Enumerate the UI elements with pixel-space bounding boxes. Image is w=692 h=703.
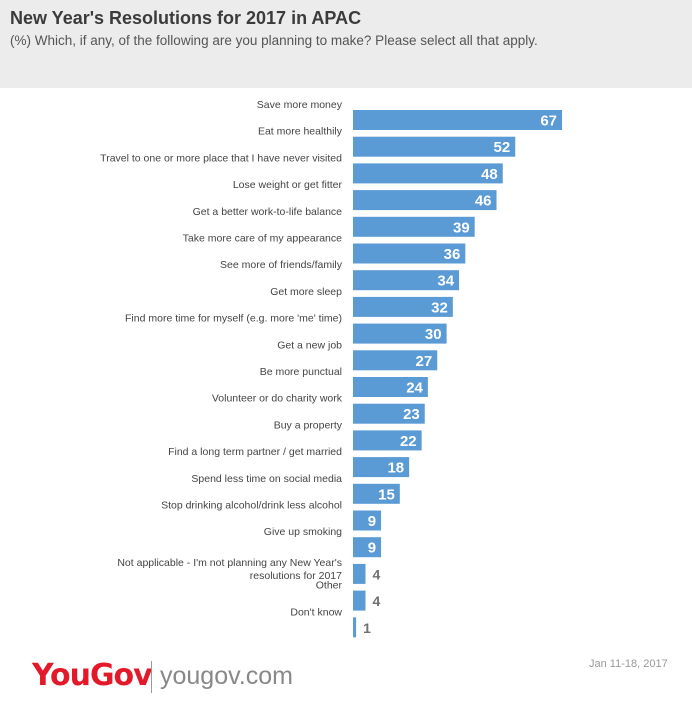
category-label: Don't know [290, 606, 342, 618]
bar-2 [353, 163, 503, 184]
value-label: 23 [403, 406, 420, 423]
value-label: 1 [363, 620, 371, 636]
bar-1 [353, 136, 516, 157]
category-label: Volunteer or do charity work [212, 393, 343, 405]
bar-7 [353, 296, 453, 317]
value-label: 22 [400, 433, 417, 450]
bar-15 [353, 510, 382, 531]
value-label: 36 [444, 246, 461, 263]
bar-0 [353, 110, 563, 130]
bar-17 [353, 563, 366, 584]
value-label: 24 [406, 380, 423, 397]
category-label: Spend less time on social media [191, 473, 342, 485]
value-label: 9 [368, 513, 376, 530]
bar-12 [353, 430, 422, 451]
bar-8 [353, 323, 447, 344]
category-label: Give up smoking [264, 526, 342, 538]
value-label: 18 [387, 460, 404, 477]
value-label: 9 [368, 540, 376, 557]
value-label: 46 [475, 193, 492, 210]
category-label: Find a long term partner / get married [168, 446, 342, 458]
category-label: Travel to one or more place that I have … [100, 152, 342, 164]
value-label: 67 [540, 113, 557, 130]
header: New Year's Resolutions for 2017 in APAC … [0, 0, 692, 88]
bar-chart: Save more money 67 Eat more healthily 52 Tra… [100, 99, 563, 638]
logo-url: yougov.com [160, 662, 293, 690]
logo-wordmark: YouGov [32, 658, 153, 693]
bar-3 [353, 190, 497, 211]
category-label: Save more money [257, 99, 343, 111]
category-label: Get more sleep [270, 286, 342, 298]
value-label: 15 [378, 486, 395, 503]
category-label: Buy a property [274, 419, 343, 431]
bar-10 [353, 377, 428, 397]
category-label: Be more punctual [260, 366, 342, 378]
bar-19 [353, 617, 357, 638]
category-label: Get a better work-to-life balance [193, 206, 343, 218]
bar-5 [353, 243, 466, 264]
category-label: See more of friends/family [220, 259, 343, 271]
value-label: 48 [481, 166, 498, 183]
category-label: Get a new job [277, 339, 342, 351]
category-label: Take more care of my appearance [183, 233, 342, 245]
bar-18 [353, 590, 366, 611]
value-label: 30 [425, 326, 442, 343]
category-label: Other [316, 580, 343, 592]
bar-4 [353, 216, 475, 237]
logo-divider [151, 661, 152, 693]
category-label: Lose weight or get fitter [233, 179, 343, 191]
category-label: Not applicable - I'm not planning any Ne… [117, 557, 342, 582]
value-label: 4 [372, 593, 380, 609]
chart-title: New Year's Resolutions for 2017 in APAC [10, 8, 362, 28]
category-label: Find more time for myself (e.g. more 'me… [125, 313, 342, 325]
value-label: 39 [453, 219, 470, 236]
chart-subtitle: (%) Which, if any, of the following are … [10, 33, 538, 48]
value-label: 52 [494, 139, 511, 156]
category-label: Eat more healthily [258, 126, 343, 138]
category-label: Stop drinking alcohol/drink less alcohol [161, 500, 342, 512]
bar-6 [353, 270, 460, 291]
bar-16 [353, 537, 382, 558]
bar-14 [353, 483, 400, 504]
bar-9 [353, 350, 438, 371]
value-label: 34 [437, 273, 454, 290]
bar-11 [353, 403, 425, 424]
bar-13 [353, 457, 410, 478]
value-label: 32 [431, 299, 448, 316]
fieldwork-date: Jan 11-18, 2017 [589, 658, 668, 670]
value-label: 4 [372, 566, 380, 582]
value-label: 27 [416, 353, 433, 370]
